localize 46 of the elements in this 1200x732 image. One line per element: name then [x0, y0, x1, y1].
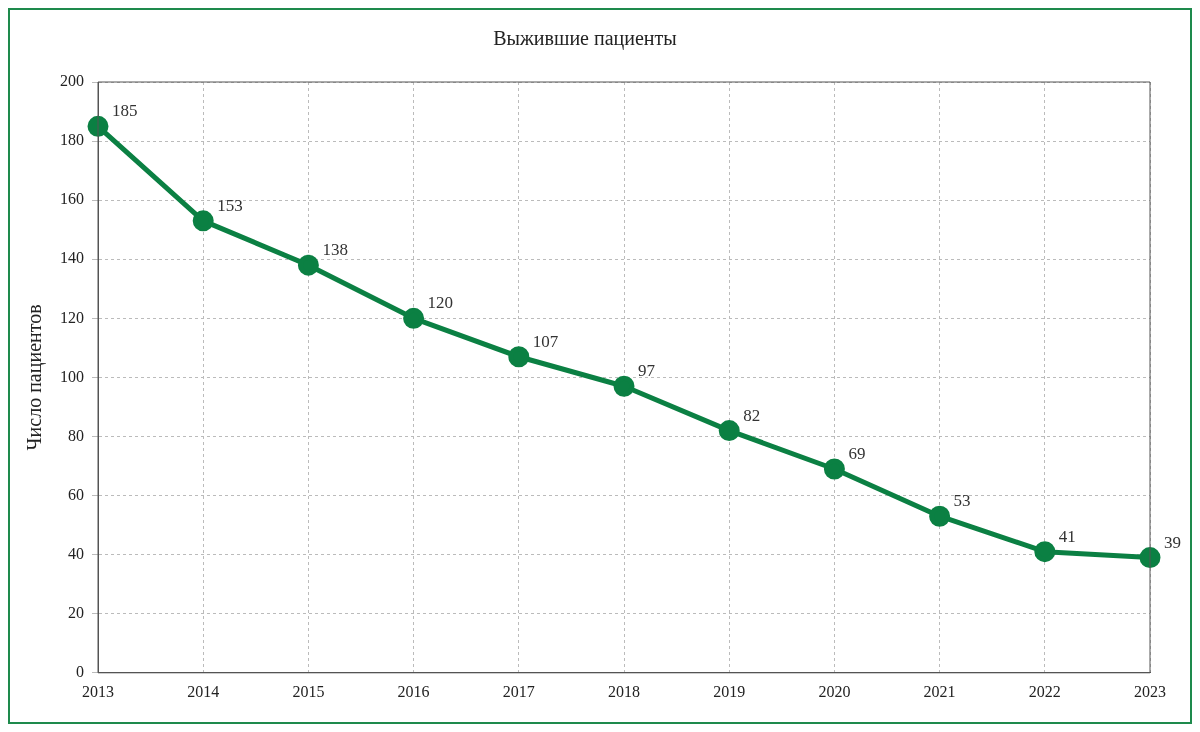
point: [87, 115, 109, 137]
data-label: 120: [427, 293, 454, 313]
data-label: 185: [112, 101, 138, 121]
y-tick-label: 80: [68, 426, 84, 444]
point: [823, 458, 845, 480]
x-tick-label: 2013: [82, 682, 114, 700]
point: [613, 375, 635, 397]
point: [297, 254, 319, 276]
point: [192, 210, 214, 232]
data-label: 138: [322, 240, 348, 260]
x-tick-label: 2016: [397, 682, 430, 700]
data-label: 82: [743, 405, 761, 425]
y-tick-label: 40: [68, 544, 84, 562]
point: [718, 420, 740, 442]
x-tick-label: 2015: [292, 682, 325, 700]
y-tick-label: 180: [60, 131, 84, 149]
x-tick-label: 2014: [187, 682, 220, 700]
x-tick-label: 2023: [1134, 682, 1166, 700]
y-tick-label: 100: [60, 367, 84, 385]
y-tick-label: 160: [60, 190, 84, 208]
x-tick-label: 2018: [608, 682, 640, 700]
y-tick-label: 140: [60, 249, 84, 267]
point: [1034, 541, 1056, 563]
y-tick-label: 20: [68, 603, 84, 621]
data-label: 53: [953, 491, 971, 511]
point: [929, 505, 951, 527]
x-tick-label: 2017: [502, 682, 535, 700]
x-tick-label: 2019: [713, 682, 746, 700]
point: [1139, 547, 1161, 569]
data-label: 41: [1058, 526, 1076, 546]
data-label: 39: [1164, 532, 1181, 552]
point: [508, 346, 530, 368]
x-tick-label: 2021: [923, 682, 956, 700]
y-tick-label: 200: [60, 72, 84, 90]
y-tick-label: 120: [60, 308, 84, 326]
y-tick-label: 60: [68, 485, 84, 503]
data-label: 97: [638, 361, 656, 381]
data-label: 153: [217, 195, 243, 215]
y-tick-label: 0: [76, 663, 84, 680]
data-label: 69: [848, 443, 866, 463]
x-tick-label: 2022: [1028, 682, 1061, 700]
data-label: 107: [532, 331, 559, 351]
y-axis-title: Число пациентов: [23, 304, 47, 451]
x-tick-label: 2020: [818, 682, 851, 700]
chart-title: Выжившие пациенты: [493, 27, 677, 51]
point: [403, 307, 425, 329]
